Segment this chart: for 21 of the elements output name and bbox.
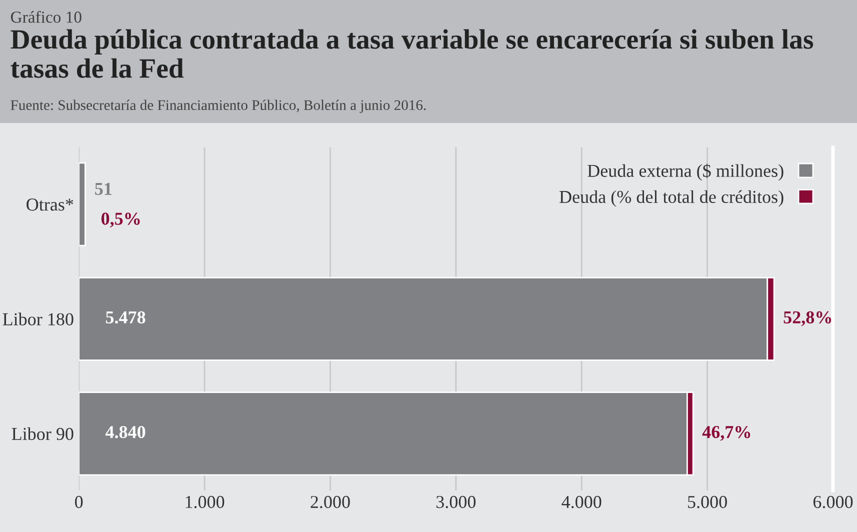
x-tick-label: 4.000 bbox=[562, 496, 602, 508]
x-tick-label: 5.000 bbox=[688, 496, 727, 508]
legend-label: Deuda externa ($ millones) bbox=[588, 164, 784, 181]
data-label: 5.478 bbox=[106, 311, 146, 324]
data-label: 0,5% bbox=[101, 212, 140, 228]
y-tick-label: Libor 180 bbox=[2, 312, 74, 326]
legend-label: Deuda (% del total de créditos) bbox=[560, 190, 784, 207]
data-label: 46,7% bbox=[702, 426, 750, 441]
x-tick-label: 2.000 bbox=[310, 496, 350, 508]
chart-title: Deuda pública contratada a tasa variable se encarecería si suben las tasas de la Fed bbox=[10, 29, 814, 78]
x-tick-label: 3.000 bbox=[436, 496, 476, 508]
source-note: Fuente: Subsecretaría de Financiamiento Público, Boletín a junio 2016. bbox=[10, 100, 426, 114]
data-label: 4.840 bbox=[105, 426, 146, 438]
data-label: 51 bbox=[95, 182, 112, 196]
y-tick-label: Libor 90 bbox=[12, 427, 74, 440]
x-tick-label: 6.000 bbox=[813, 496, 853, 508]
x-tick-label: 0 bbox=[75, 496, 83, 508]
data-label: 52,8% bbox=[784, 311, 832, 326]
y-tick-label: Otras* bbox=[26, 198, 74, 211]
x-tick-label: 1.000 bbox=[186, 496, 224, 508]
chart-subtitle: Gráfico 10 bbox=[10, 10, 82, 23]
